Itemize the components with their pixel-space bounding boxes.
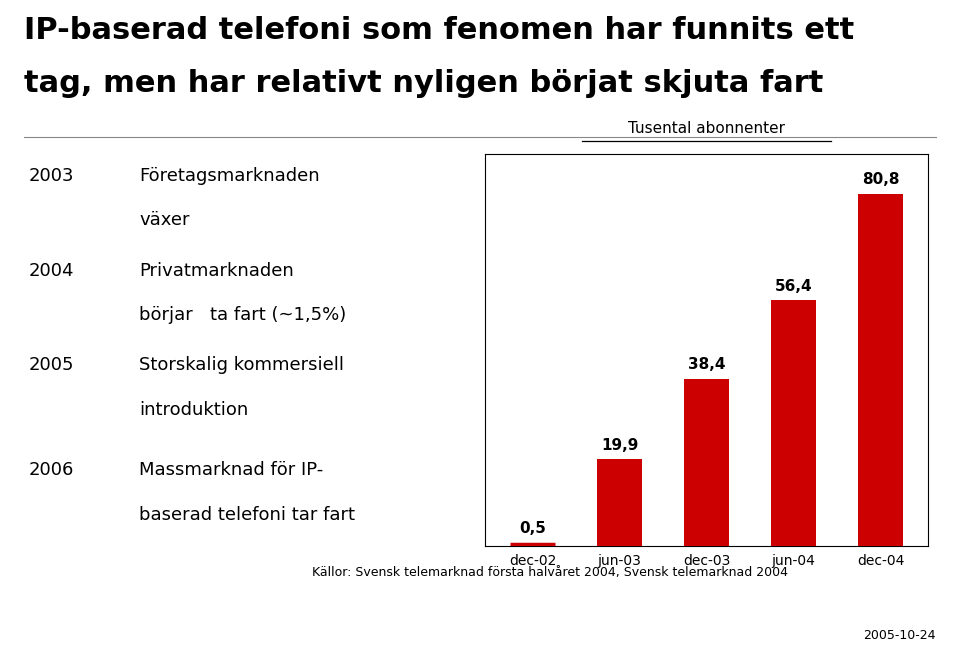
Text: 2005-10-24: 2005-10-24 xyxy=(863,629,936,642)
Text: 19,9: 19,9 xyxy=(601,438,638,453)
Text: baserad telefoni tar fart: baserad telefoni tar fart xyxy=(139,506,355,524)
Text: 80,8: 80,8 xyxy=(862,172,900,187)
Text: växer: växer xyxy=(139,211,190,230)
Text: 0,5: 0,5 xyxy=(519,521,546,536)
Text: Tusental abonnenter: Tusental abonnenter xyxy=(628,121,785,136)
Text: Storskalig kommersiell: Storskalig kommersiell xyxy=(139,356,345,375)
Text: börjar   ta fart (~1,5%): börjar ta fart (~1,5%) xyxy=(139,306,347,324)
Text: 2004: 2004 xyxy=(29,262,74,280)
Text: 2005: 2005 xyxy=(29,356,74,375)
Text: IP-baserad telefoni som fenomen har funnits ett: IP-baserad telefoni som fenomen har funn… xyxy=(24,16,854,45)
Text: Källor: Svensk telemarknad första halvåret 2004, Svensk telemarknad 2004: Källor: Svensk telemarknad första halvår… xyxy=(312,566,788,579)
Text: tag, men har relativt nyligen börjat skjuta fart: tag, men har relativt nyligen börjat skj… xyxy=(24,69,824,97)
Text: 2006: 2006 xyxy=(29,461,74,479)
Bar xyxy=(684,379,730,546)
Text: Företagsmarknaden: Företagsmarknaden xyxy=(139,167,320,185)
Text: Privatmarknaden: Privatmarknaden xyxy=(139,262,294,280)
Bar xyxy=(771,300,816,546)
Bar xyxy=(858,194,903,546)
Bar xyxy=(597,459,642,546)
Text: 38,4: 38,4 xyxy=(687,357,726,372)
Text: Massmarknad för IP-: Massmarknad för IP- xyxy=(139,461,324,479)
Text: 2003: 2003 xyxy=(29,167,74,185)
Text: introduktion: introduktion xyxy=(139,401,249,419)
Text: 56,4: 56,4 xyxy=(775,279,812,294)
